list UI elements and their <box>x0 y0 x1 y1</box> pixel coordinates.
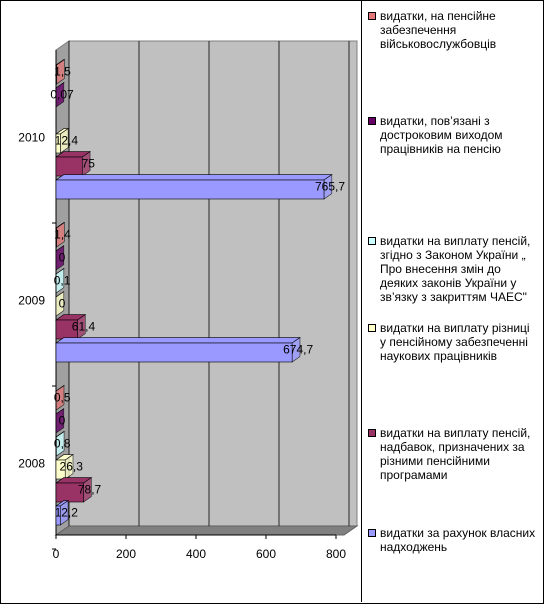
data-label: 61,4 <box>72 320 96 334</box>
bar-side <box>55 291 65 317</box>
data-label: 75 <box>82 157 96 171</box>
legend-marker <box>368 324 376 332</box>
bar <box>55 64 57 85</box>
back-wall <box>68 40 358 527</box>
chart: 0 200 400 600 800 2008 0,5 0 0,8 26,3 78,7 12,2 2009… <box>18 40 359 561</box>
bar-side <box>55 408 65 434</box>
bar <box>55 179 325 200</box>
data-label: 12,2 <box>55 506 79 520</box>
legend-marker <box>368 529 376 537</box>
legend-entry: видатки за рахунок власних надходжень <box>368 526 538 554</box>
data-label: 674,7 <box>283 343 313 357</box>
data-label: 0,8 <box>54 437 71 451</box>
legend-marker <box>368 429 376 437</box>
y-tick-label: 2009 <box>18 294 45 308</box>
legend-label: видатки за рахунок власних надходжень <box>380 526 536 554</box>
bar <box>55 133 61 154</box>
legend-marker <box>368 12 376 20</box>
legend-label: видатки на виплату різниці у пенсійному … <box>380 321 530 363</box>
legend-entry: видатки, на пенсійне забезпечення військ… <box>368 9 538 51</box>
data-label: 0,1 <box>54 274 71 288</box>
y-tick-label: 2010 <box>18 131 45 145</box>
bar <box>55 342 293 363</box>
legend-entry: видатки, пов’язані з достроковим виходом… <box>368 114 538 156</box>
data-label: 765,7 <box>315 180 345 194</box>
x-tick-label: 0 <box>53 547 60 561</box>
legend-label: видатки на виплату пенсій, згідно з Зако… <box>380 234 531 304</box>
bar <box>55 482 84 503</box>
data-label: 12,4 <box>55 134 79 148</box>
legend-label: видатки на виплату пенсій, надбавок, при… <box>380 426 531 482</box>
legend: видатки, на пенсійне забезпечення військ… <box>361 1 542 602</box>
x-tick-label: 400 <box>186 547 206 561</box>
data-label: 78,7 <box>78 483 102 497</box>
legend-entry: видатки на виплату пенсій, надбавок, при… <box>368 426 538 482</box>
legend-entry: видатки на виплату пенсій, згідно з Зако… <box>368 234 538 304</box>
data-label: 0,07 <box>50 88 74 102</box>
bar-top <box>55 174 333 181</box>
bar-side <box>55 245 65 271</box>
floor <box>54 525 359 536</box>
legend-entry: видатки на виплату різниці у пенсійному … <box>368 321 538 363</box>
data-label: 1,5 <box>54 65 71 79</box>
x-tick-label: 600 <box>256 547 276 561</box>
bar <box>55 505 61 526</box>
bar <box>55 459 66 480</box>
x-tick-label: 200 <box>116 547 136 561</box>
y-tick-label: 2008 <box>18 457 45 471</box>
legend-label: видатки, на пенсійне забезпечення військ… <box>380 9 497 51</box>
data-label: 26,3 <box>60 460 84 474</box>
bar <box>55 156 83 177</box>
legend-marker <box>368 117 376 125</box>
legend-marker <box>368 237 376 245</box>
data-label: 1,4 <box>54 228 71 242</box>
data-label: 0 <box>59 297 66 311</box>
x-tick-label: 800 <box>326 547 346 561</box>
bar-top <box>55 337 301 344</box>
data-label: 0 <box>59 414 66 428</box>
data-label: 0,5 <box>54 391 71 405</box>
legend-label: видатки, пов’язані з достроковим виходом… <box>380 114 503 156</box>
data-label: 0 <box>59 251 66 265</box>
